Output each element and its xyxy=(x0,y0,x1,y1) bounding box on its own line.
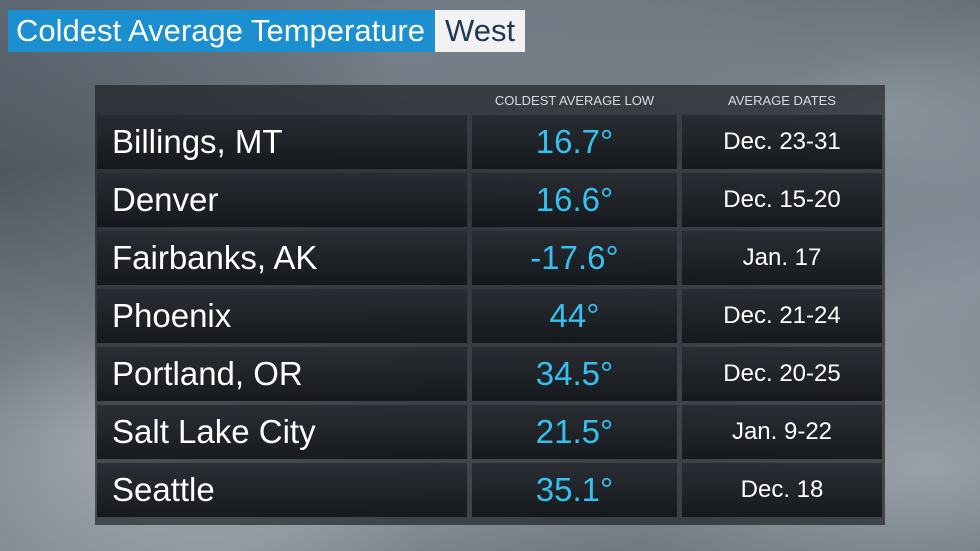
dates-cell: Dec. 23-31 xyxy=(682,115,882,169)
dates-cell: Dec. 21-24 xyxy=(682,289,882,343)
temp-cell: 34.5° xyxy=(472,347,677,401)
column-header: COLDEST AVERAGE LOW xyxy=(494,93,655,108)
region: West xyxy=(435,10,526,52)
temp-cell: 16.7° xyxy=(472,115,677,169)
city-cell: Fairbanks, AK xyxy=(97,231,467,285)
city-cell: Salt Lake City xyxy=(97,405,467,459)
column-header: AVERAGE DATES xyxy=(728,93,836,108)
city-cell: Seattle xyxy=(97,463,467,517)
temp-cell: 21.5° xyxy=(472,405,677,459)
city-cell: Billings, MT xyxy=(97,115,467,169)
city-cell: Phoenix xyxy=(97,289,467,343)
dates-cell: Dec. 20-25 xyxy=(682,347,882,401)
temp-cell: 44° xyxy=(472,289,677,343)
table: COLDEST AVERAGE LOW AVERAGE DATES Billin… xyxy=(95,85,885,525)
city-cell: Denver xyxy=(97,173,467,227)
dates-cell: Jan. 17 xyxy=(682,231,882,285)
city-cell: Portland, OR xyxy=(97,347,467,401)
title: Coldest Average Temperature xyxy=(8,10,435,52)
temp-cell: -17.6° xyxy=(472,231,677,285)
temp-cell: 16.6° xyxy=(472,173,677,227)
dates-cell: Dec. 18 xyxy=(682,463,882,517)
title-bar: Coldest Average Temperature West xyxy=(8,10,526,52)
dates-cell: Jan. 9-22 xyxy=(682,405,882,459)
temp-cell: 35.1° xyxy=(472,463,677,517)
dates-cell: Dec. 15-20 xyxy=(682,173,882,227)
